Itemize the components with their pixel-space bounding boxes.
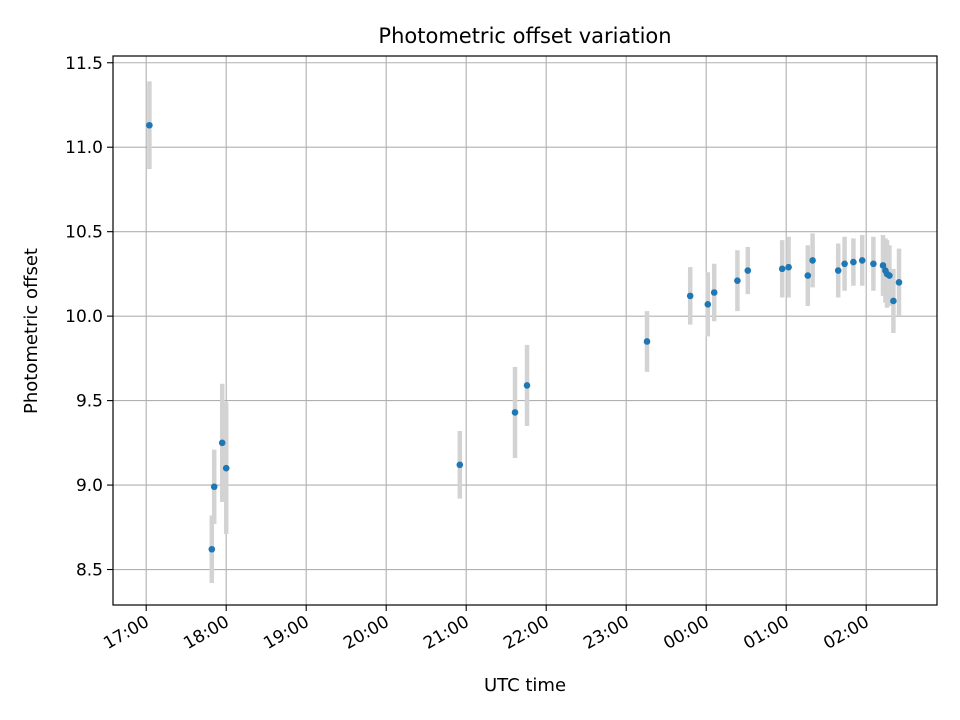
data-point [208,545,216,553]
y-tick-label: 11.5 [65,54,103,74]
data-point [886,272,893,279]
data-point [511,409,519,416]
y-tick-label: 9.5 [76,392,103,412]
data-point [704,301,712,308]
data-point [744,267,752,274]
y-tick-label: 10.0 [65,307,103,327]
data-point [210,483,218,491]
plot-frame [112,55,938,606]
x-tick-label: 02:00 [820,612,872,654]
data-point [710,289,718,296]
x-tick-label: 23:00 [580,612,632,654]
y-tick-label: 10.5 [65,223,103,243]
y-tick-label: 9.0 [76,476,103,496]
data-point [146,121,153,129]
data-point [222,464,230,472]
data-point [895,279,903,286]
data-point [523,382,531,389]
data-point [858,257,866,264]
data-point [643,338,651,345]
data-point [834,267,842,274]
x-axis-ticks: 17:00 18:00 19:00 20:00 21:00 22:00 23:00 00:00… [100,605,873,654]
data-point [218,439,226,447]
x-tick-label: 19:00 [260,612,312,654]
x-tick-label: 00:00 [660,612,712,654]
data-points [146,121,903,553]
x-tick-label: 17:00 [100,612,152,654]
x-tick-label: 21:00 [420,612,472,654]
chart-title: Photometric offset variation [378,24,671,48]
data-point [734,277,741,284]
data-point [890,297,897,305]
data-point [870,260,877,268]
data-point [850,258,857,266]
y-axis-label: Photometric offset [21,248,42,414]
x-tick-label: 18:00 [180,612,232,654]
x-tick-label: 22:00 [500,612,552,654]
x-tick-label: 20:00 [340,612,392,654]
data-point [456,461,464,469]
data-point [879,262,887,269]
x-tick-label: 01:00 [740,612,792,654]
data-point [785,263,792,271]
y-axis-ticks: 8.5 9.0 9.5 10.0 10.5 11.0 11.5 [65,54,113,581]
data-point [686,292,694,300]
y-tick-label: 11.0 [65,138,103,158]
data-point [804,272,812,279]
y-tick-label: 8.5 [76,561,103,581]
x-axis-label: UTC time [484,675,566,696]
data-point [778,265,786,273]
data-point [809,257,816,264]
data-point [841,260,848,268]
grid [113,56,937,605]
